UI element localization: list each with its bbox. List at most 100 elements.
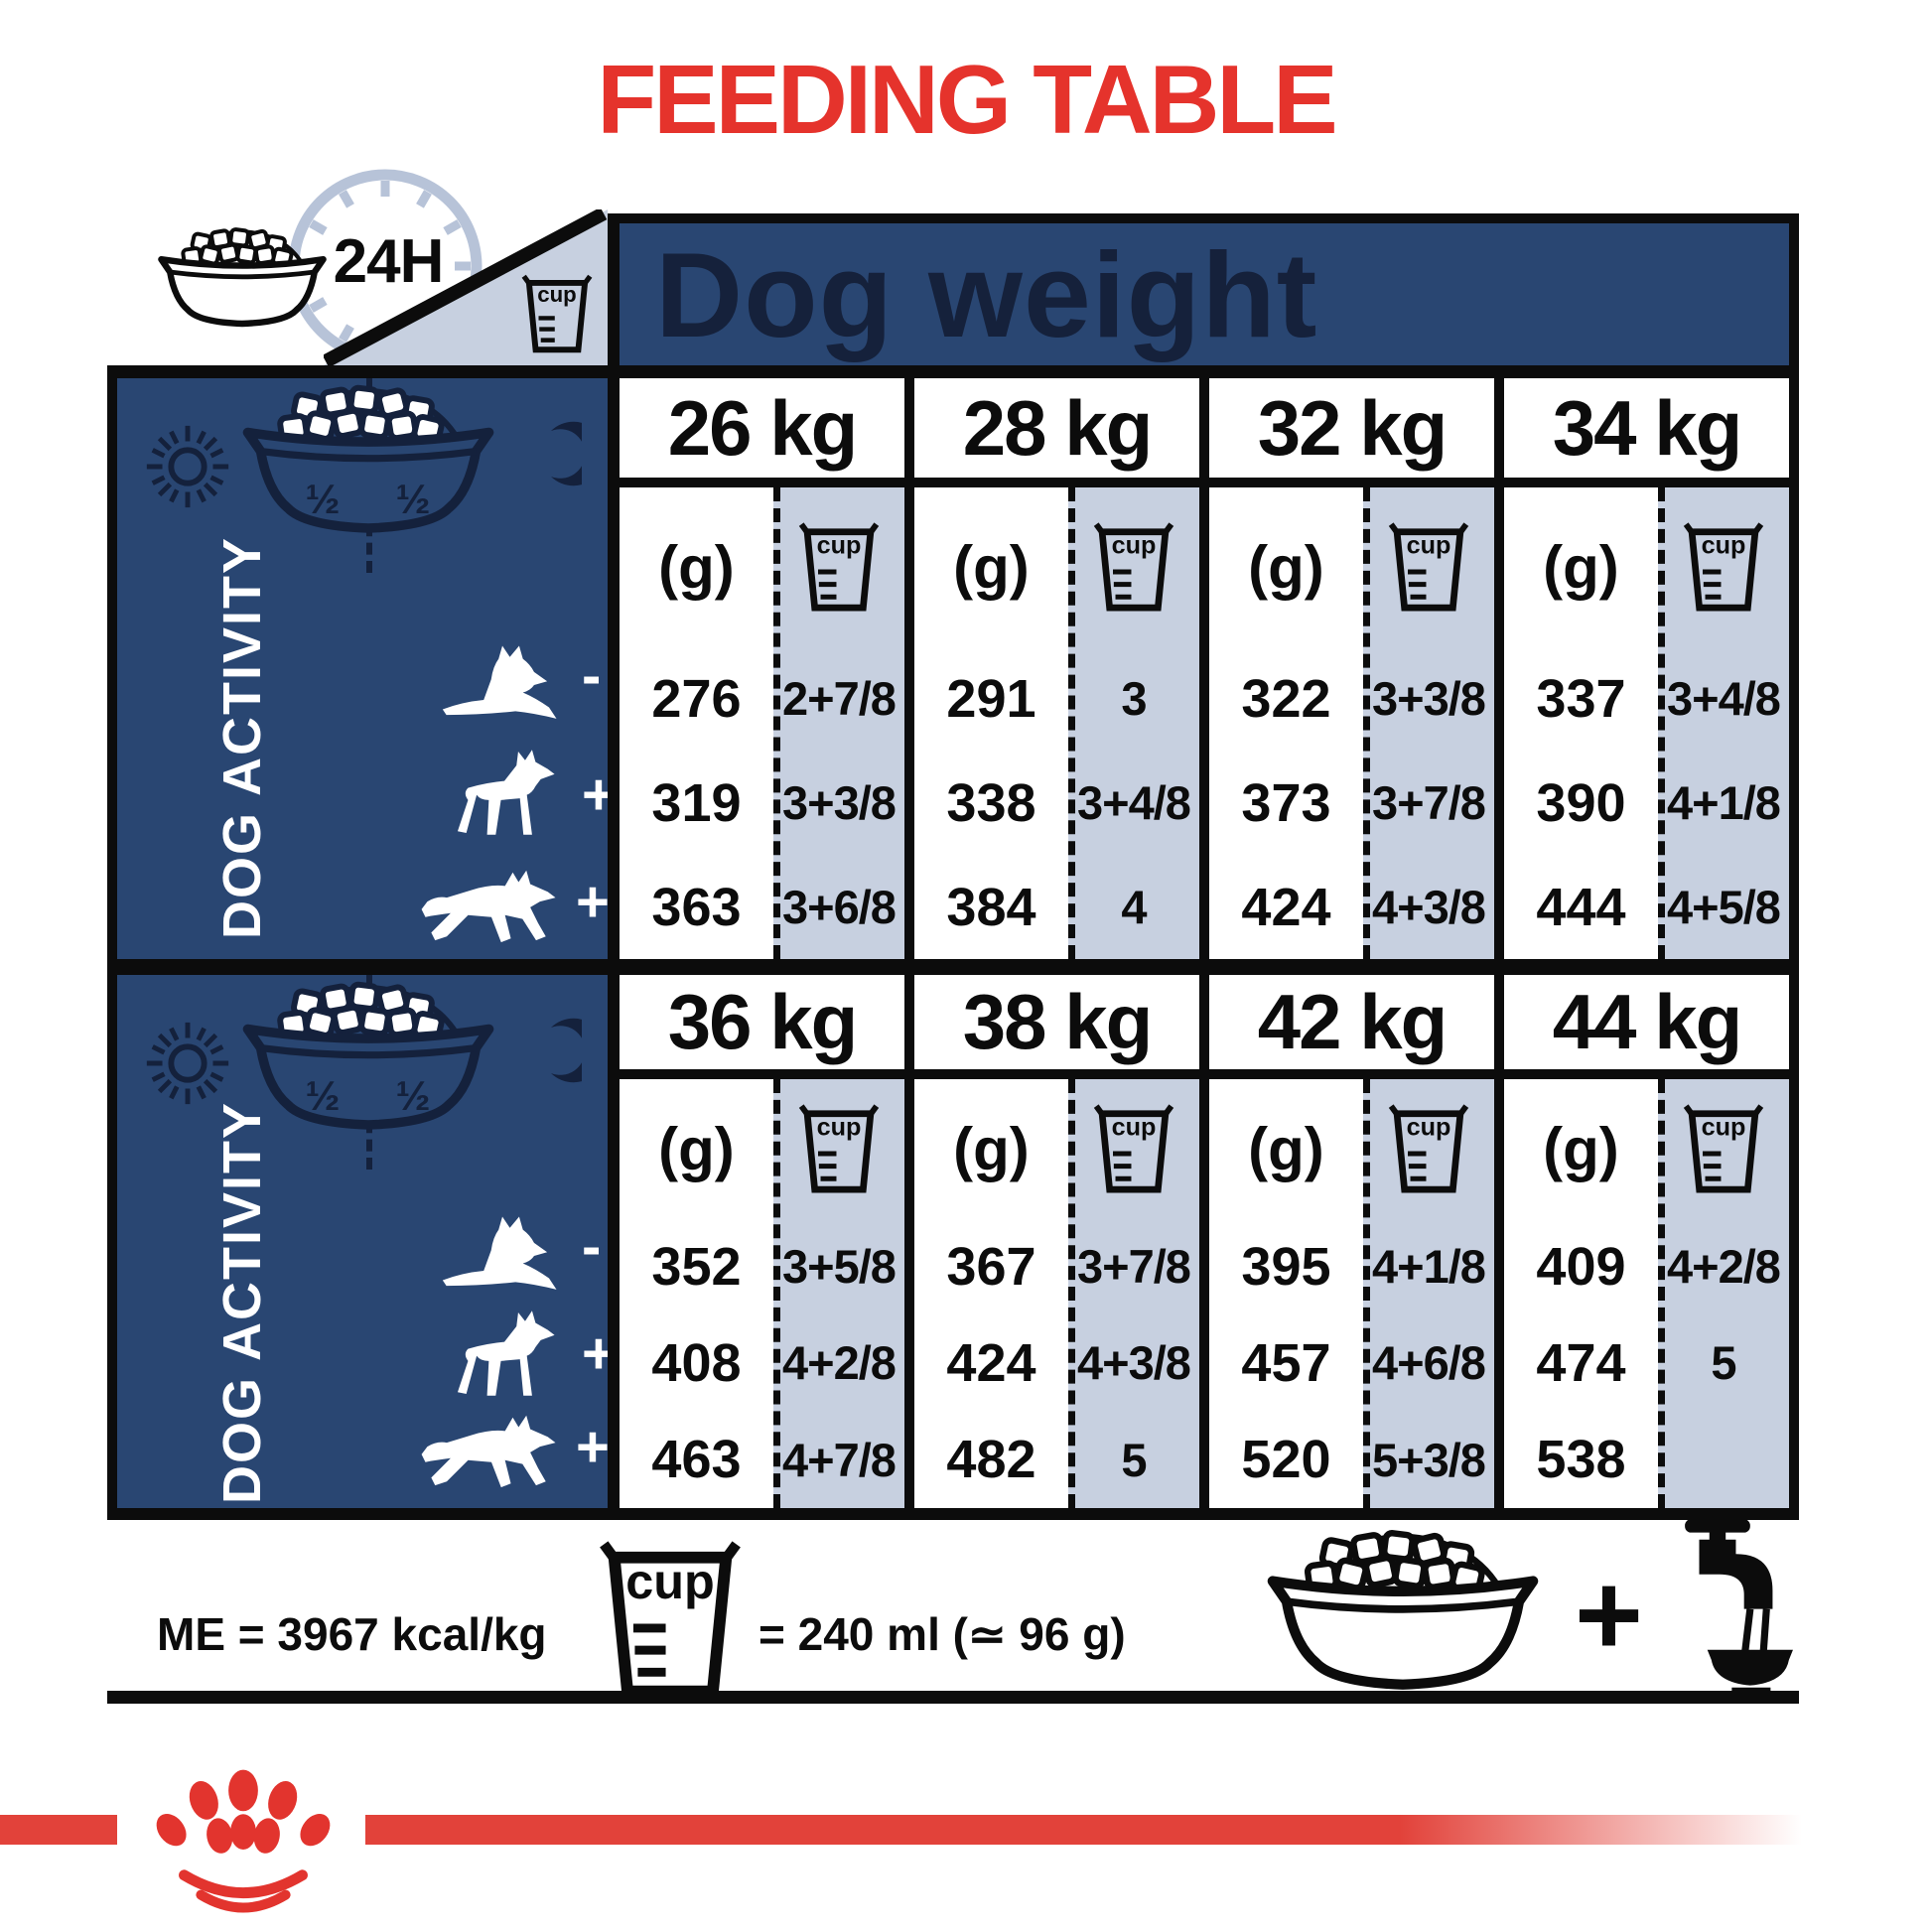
corner-triangle — [324, 209, 608, 365]
weight-column-42kg: 42 kg (g) cup 395 4+1/8 457 4+6/8 520 5+… — [1199, 975, 1494, 1508]
grams-value: 373 — [1241, 772, 1331, 833]
cup-subcolumn — [1067, 1079, 1199, 1508]
cup-value: 2+7/8 — [782, 672, 897, 725]
weight-column-32kg: 32 kg (g) cup 322 3+3/8 373 3+7/8 424 4+… — [1199, 378, 1494, 959]
measuring-cup-icon: cup — [596, 1537, 745, 1702]
dog-activity-label: DOG ACTIVITY — [212, 535, 272, 940]
weight-header: 38 kg — [914, 975, 1199, 1079]
grams-label: (g) — [1248, 533, 1324, 601]
svg-text:cup: cup — [1702, 1114, 1746, 1142]
measuring-cup-icon: cup — [797, 516, 881, 618]
dog-low-activity-icon — [442, 645, 557, 719]
24h-label: 24H — [333, 227, 445, 296]
page-title: FEEDING TABLE — [597, 45, 1337, 154]
svg-text:cup: cup — [1407, 532, 1451, 560]
grams-value: 276 — [651, 668, 742, 729]
grams-value: 395 — [1241, 1236, 1331, 1297]
brand-band-left — [0, 1815, 117, 1845]
weight-column-34kg: 34 kg (g) cup 337 3+4/8 390 4+1/8 444 4+… — [1494, 378, 1789, 959]
half-portion-label: ½ — [395, 476, 431, 522]
svg-text:cup: cup — [1407, 1114, 1451, 1142]
half-portion-label: ½ — [395, 1072, 431, 1119]
cup-subcolumn — [1657, 487, 1789, 959]
weight-header: 36 kg — [620, 975, 904, 1079]
cup-value: 3+3/8 — [1372, 672, 1486, 725]
measuring-cup-icon: cup — [520, 268, 594, 359]
svg-text:cup: cup — [1702, 532, 1746, 560]
grams-label: (g) — [658, 533, 735, 601]
grams-value: 520 — [1241, 1430, 1331, 1490]
grams-value: 463 — [651, 1430, 742, 1490]
water-tap-icon — [1640, 1509, 1797, 1698]
bottom-divider — [107, 1691, 1799, 1704]
cup-column-header: cup — [1363, 487, 1494, 646]
dog-activity-panel: ½ ½ DOG ACTIVITY - + ++ — [117, 378, 620, 959]
cup-subcolumn — [772, 487, 904, 959]
cup-value: 3+7/8 — [1077, 1240, 1191, 1294]
dog-high-activity-icon — [421, 1415, 556, 1488]
metabolizable-energy-label: ME = 3967 kcal/kg — [157, 1608, 547, 1660]
grams-value: 409 — [1536, 1236, 1626, 1297]
weight-column-26kg: 26 kg (g) cup 276 2+7/8 319 3+3/8 363 3+… — [620, 378, 904, 959]
grams-value: 457 — [1241, 1332, 1331, 1393]
grams-label: (g) — [1543, 1115, 1619, 1182]
half-portion-label: ½ — [305, 1072, 341, 1119]
weight-columns: 36 kg (g) cup 352 3+5/8 408 4+2/8 463 4+… — [620, 975, 1789, 1508]
dog-medium-activity-icon — [457, 750, 555, 835]
dog-high-activity-icon — [421, 870, 556, 943]
activity-level-low: - — [582, 643, 602, 708]
weight-header: 26 kg — [620, 378, 904, 487]
activity-level-low: - — [582, 1214, 602, 1279]
cup-column-header: cup — [1363, 1079, 1494, 1218]
grams-value: 538 — [1536, 1430, 1626, 1490]
cup-column-header: cup — [773, 487, 904, 646]
cup-value — [1658, 1412, 1789, 1508]
grams-value: 424 — [1241, 877, 1331, 937]
svg-text:cup: cup — [817, 1114, 862, 1142]
dog-activity-label: DOG ACTIVITY — [212, 1100, 272, 1505]
grams-value: 444 — [1536, 877, 1626, 937]
cup-value: 3+5/8 — [782, 1240, 897, 1294]
grams-label: (g) — [953, 1115, 1030, 1182]
activity-level-high: ++ — [576, 1415, 610, 1479]
moon-icon — [551, 421, 582, 486]
weight-columns: 26 kg (g) cup 276 2+7/8 319 3+3/8 363 3+… — [620, 378, 1789, 959]
grams-value: 384 — [946, 877, 1036, 937]
royal-canin-paw-logo — [125, 1769, 361, 1920]
cup-value: 3+6/8 — [782, 881, 897, 933]
cup-value: 3+3/8 — [782, 776, 897, 829]
cup-subcolumn — [1362, 487, 1494, 959]
grams-value: 352 — [651, 1236, 742, 1297]
table-section-1: ½ ½ DOG ACTIVITY - + ++ 26 kg (g) — [117, 378, 1789, 975]
cup-value: 3+7/8 — [1372, 776, 1486, 829]
measuring-cup-icon: cup — [1682, 1098, 1765, 1199]
split-bowl-icon — [226, 380, 510, 546]
moon-icon — [551, 1018, 582, 1083]
measuring-cup-icon: cup — [1682, 516, 1765, 618]
plus-sign: + — [1575, 1550, 1643, 1681]
dog-weight-header: Dog weight — [608, 213, 1799, 365]
half-portion-label: ½ — [305, 476, 341, 522]
cup-value: 3+4/8 — [1667, 672, 1781, 725]
table-section-2: ½ ½ DOG ACTIVITY - + ++ 36 kg (g) — [117, 975, 1789, 1508]
food-bowl-icon — [147, 224, 338, 336]
cup-column-header: cup — [1068, 1079, 1199, 1218]
sun-icon — [139, 1015, 236, 1112]
weight-column-28kg: 28 kg (g) cup 291 3 338 3+4/8 384 4 — [904, 378, 1199, 959]
weight-header: 28 kg — [914, 378, 1199, 487]
cup-value: 4 — [1121, 881, 1147, 933]
brand-band-right — [365, 1815, 1802, 1845]
weight-column-36kg: 36 kg (g) cup 352 3+5/8 408 4+2/8 463 4+… — [620, 975, 904, 1508]
grams-value: 408 — [651, 1332, 742, 1393]
grams-label: (g) — [1543, 533, 1619, 601]
cup-column-header: cup — [773, 1079, 904, 1218]
grams-value: 322 — [1241, 668, 1331, 729]
cup-subcolumn — [1067, 487, 1199, 959]
cup-value: 4+6/8 — [1372, 1336, 1486, 1390]
cup-column-header: cup — [1658, 487, 1789, 646]
cup-value: 4+5/8 — [1667, 881, 1781, 933]
grams-value: 367 — [946, 1236, 1036, 1297]
cup-value: 5 — [1121, 1433, 1147, 1486]
activity-level-medium: + — [582, 1321, 616, 1386]
food-bowl-icon — [1249, 1525, 1557, 1704]
